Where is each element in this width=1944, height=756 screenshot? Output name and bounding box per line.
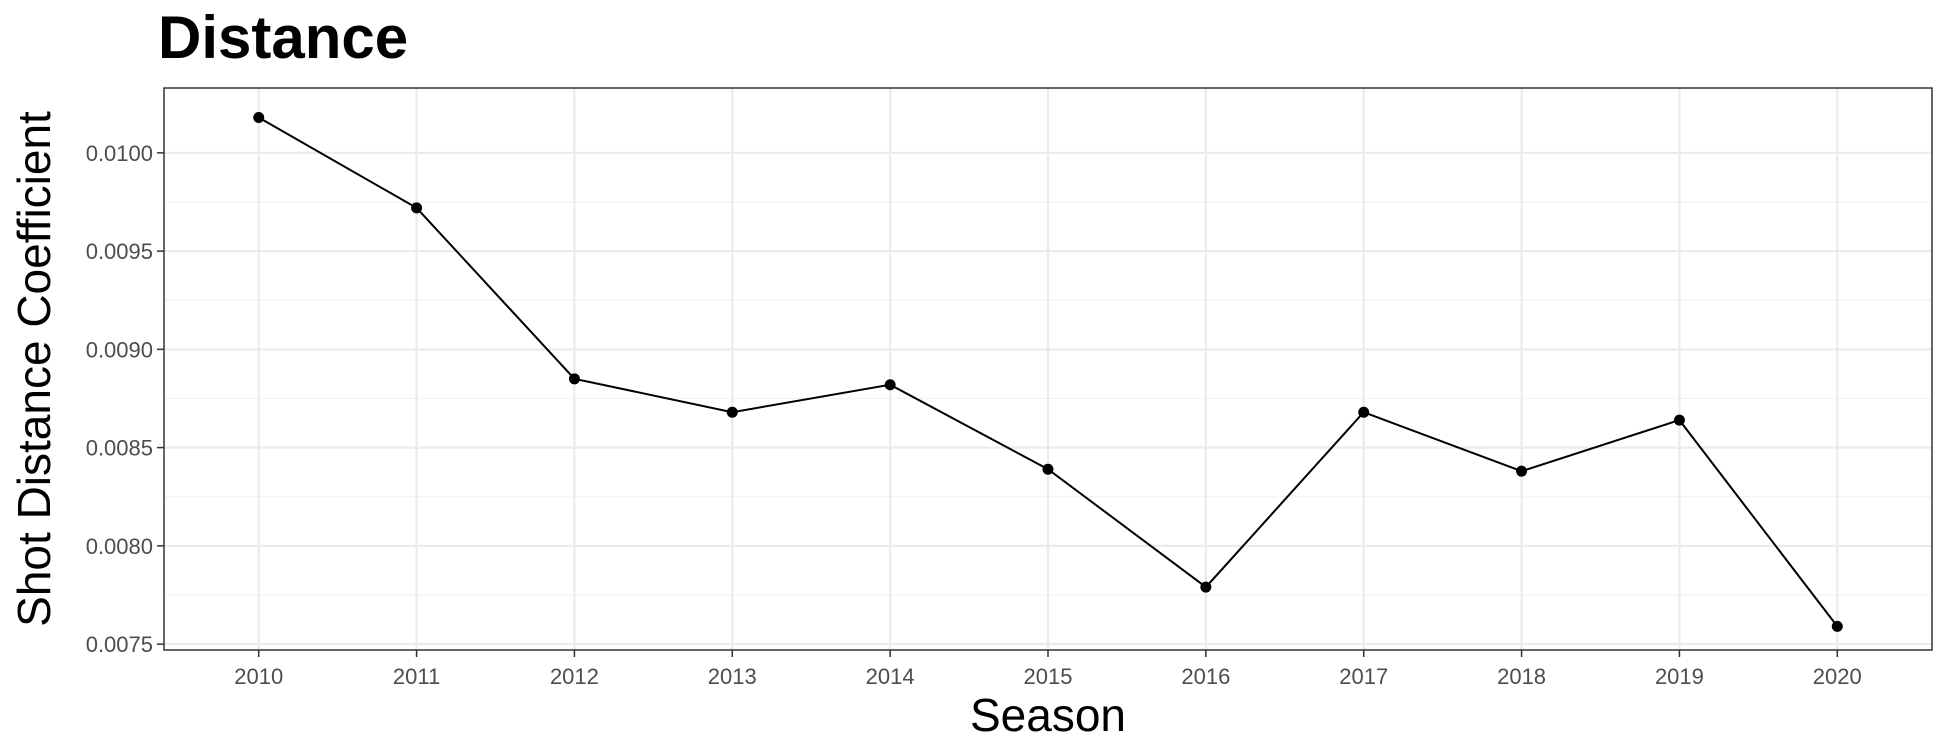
y-tick-label: 0.0080 xyxy=(86,534,153,559)
x-tick-label: 2018 xyxy=(1497,664,1546,689)
x-tick-label: 2017 xyxy=(1339,664,1388,689)
x-tick-label: 2011 xyxy=(393,664,440,689)
data-point xyxy=(1042,463,1054,475)
x-tick-label: 2010 xyxy=(234,664,283,689)
data-point xyxy=(1358,406,1370,418)
x-tick-label: 2014 xyxy=(866,664,915,689)
x-tick-label: 2016 xyxy=(1181,664,1230,689)
data-point xyxy=(568,373,580,385)
data-point xyxy=(1831,620,1843,632)
data-point xyxy=(1516,465,1528,477)
y-axis: 0.0075 0.0080 0.0085 0.0090 0.0095 0.0100 xyxy=(86,141,164,657)
data-point xyxy=(253,111,265,123)
grid-major xyxy=(164,88,1932,650)
y-tick-label: 0.0075 xyxy=(86,632,153,657)
x-tick-label: 2019 xyxy=(1655,664,1704,689)
y-axis-title: Shot Distance Coefficient xyxy=(8,111,60,627)
y-tick-label: 0.0095 xyxy=(86,239,153,264)
y-tick-label: 0.0085 xyxy=(86,436,153,461)
x-axis: 2010 2011 2012 2013 2014 2015 2016 2017 2018 2019… xyxy=(234,650,1862,689)
data-point xyxy=(1673,414,1685,426)
x-tick-label: 2020 xyxy=(1813,664,1862,689)
x-tick-label: 2012 xyxy=(550,664,599,689)
data-point xyxy=(1200,581,1212,593)
data-point xyxy=(726,406,738,418)
y-tick-label: 0.0100 xyxy=(86,141,153,166)
data-points xyxy=(253,111,1843,632)
chart-title: Distance xyxy=(158,4,408,71)
data-point xyxy=(411,202,423,214)
x-tick-label: 2013 xyxy=(708,664,757,689)
x-tick-label: 2015 xyxy=(1024,664,1073,689)
x-axis-title: Season xyxy=(970,689,1126,741)
data-point xyxy=(884,379,896,391)
y-tick-label: 0.0090 xyxy=(86,337,153,362)
